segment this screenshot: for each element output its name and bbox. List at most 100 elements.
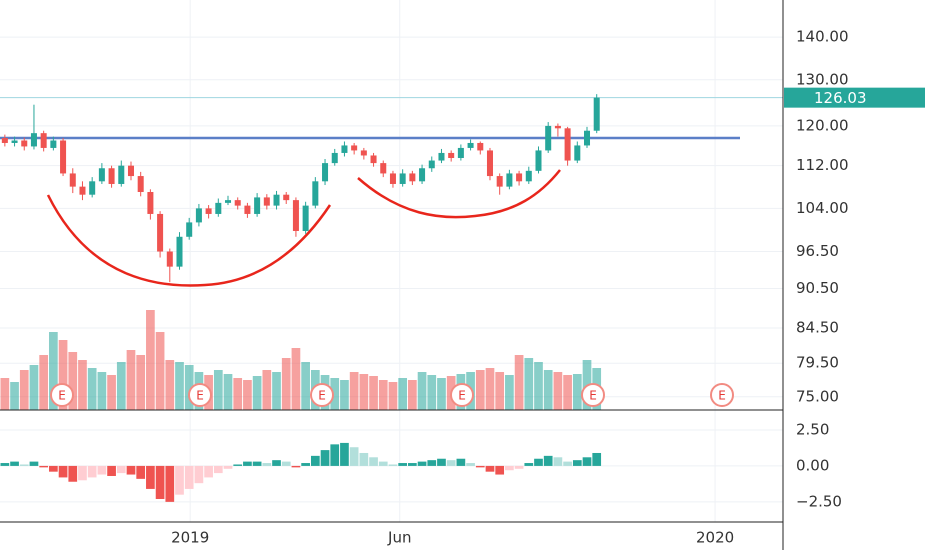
y-tick-label: 112.00 bbox=[796, 156, 849, 174]
candle-body bbox=[574, 145, 581, 161]
volume-bar bbox=[291, 348, 301, 410]
macd-bar bbox=[252, 461, 262, 466]
macd-bar bbox=[466, 463, 475, 466]
macd-bar bbox=[194, 465, 204, 484]
volume-bar bbox=[136, 355, 146, 410]
macd-bar bbox=[505, 465, 514, 471]
candle-body bbox=[399, 173, 406, 184]
volume-bar bbox=[107, 375, 116, 410]
macd-bar bbox=[485, 465, 495, 472]
candle-body bbox=[225, 200, 232, 203]
macd-bar bbox=[582, 457, 592, 466]
candle-body bbox=[409, 173, 416, 182]
axis-labels: 140.00 130.00 120.00 112.00 104.00 96.50 90.50… bbox=[171, 28, 925, 547]
volume-bar bbox=[475, 370, 485, 410]
candle-body bbox=[234, 200, 241, 206]
macd-bar bbox=[369, 457, 378, 466]
volume-bar bbox=[408, 380, 417, 410]
candle-body bbox=[545, 125, 552, 151]
y-tick-label: 84.50 bbox=[796, 319, 839, 337]
candle-body bbox=[302, 205, 309, 231]
candle-body bbox=[283, 194, 290, 201]
candle-body bbox=[137, 176, 144, 192]
macd-bar bbox=[592, 452, 602, 466]
candle-body bbox=[30, 133, 37, 147]
volume-bar bbox=[87, 368, 97, 410]
macd-bar bbox=[126, 465, 136, 475]
volume-bar bbox=[165, 360, 175, 410]
candle-body bbox=[127, 165, 134, 177]
macd-bar bbox=[146, 465, 155, 489]
macd-bar bbox=[437, 458, 446, 466]
candle-body bbox=[98, 168, 105, 182]
macd-bar bbox=[39, 465, 49, 468]
macd-bar bbox=[534, 458, 543, 466]
candle-body bbox=[525, 170, 532, 182]
macd-bar bbox=[243, 461, 252, 466]
volume-bar bbox=[10, 382, 19, 410]
macd-bar bbox=[233, 464, 243, 466]
volume-bar bbox=[340, 380, 349, 410]
macd-bar bbox=[553, 457, 563, 466]
volume-bar bbox=[58, 340, 68, 410]
volume-bar bbox=[369, 376, 378, 410]
candle-body bbox=[69, 173, 76, 187]
volume-bar bbox=[359, 374, 369, 410]
candle-body bbox=[428, 160, 435, 169]
volume-bar bbox=[543, 370, 553, 410]
macd-bar bbox=[572, 460, 582, 466]
macd-bar bbox=[262, 463, 272, 466]
earnings-label: E bbox=[589, 389, 597, 403]
candle-body bbox=[389, 173, 396, 184]
candle-body bbox=[583, 130, 591, 146]
candle-body bbox=[89, 181, 96, 195]
volume-bar bbox=[417, 372, 427, 410]
candle-body bbox=[166, 251, 173, 267]
macd-bar bbox=[408, 463, 417, 466]
volume-bar bbox=[39, 355, 49, 410]
macd-bar bbox=[49, 465, 58, 472]
macd-bar bbox=[359, 452, 369, 466]
macd-bar bbox=[340, 442, 349, 466]
volume-bar bbox=[378, 380, 388, 410]
earnings-marker bbox=[50, 383, 74, 407]
macd-bar bbox=[175, 465, 184, 495]
macd-bar bbox=[543, 455, 553, 466]
candle-body bbox=[322, 163, 329, 182]
cup-curve bbox=[46, 194, 332, 287]
macd-bar bbox=[475, 465, 485, 468]
candle-body bbox=[273, 194, 280, 206]
macd-bar bbox=[29, 461, 39, 466]
volume-bar bbox=[223, 374, 233, 410]
macd-bar bbox=[272, 460, 281, 466]
candle-body bbox=[215, 202, 222, 214]
candle-body bbox=[11, 140, 18, 143]
candle-body bbox=[477, 142, 484, 151]
candle-body bbox=[157, 213, 164, 252]
volume-bar bbox=[563, 375, 572, 410]
macd-bar bbox=[165, 465, 175, 502]
macd-bar bbox=[107, 465, 116, 476]
candle-body bbox=[50, 140, 57, 148]
volume-bar bbox=[330, 378, 340, 410]
x-tick-label: Jun bbox=[387, 529, 411, 547]
candle-body bbox=[176, 236, 183, 267]
volume-bar bbox=[243, 380, 252, 410]
macd-bar bbox=[116, 465, 126, 474]
macd-bar bbox=[417, 461, 427, 466]
volume-bar bbox=[553, 372, 563, 410]
macd-bar bbox=[398, 463, 408, 466]
volume-bar bbox=[126, 350, 136, 410]
earnings-label: E bbox=[196, 389, 204, 403]
x-tick-label: 2020 bbox=[696, 529, 734, 547]
volume-bar bbox=[49, 332, 58, 410]
candle-body bbox=[448, 152, 455, 159]
macd-bar bbox=[495, 465, 505, 475]
macd-bar bbox=[310, 455, 320, 466]
candle-body bbox=[40, 133, 47, 148]
macd-bar bbox=[10, 461, 19, 466]
earnings-label: E bbox=[718, 389, 726, 403]
volume-bar bbox=[572, 374, 582, 410]
candle-body bbox=[108, 168, 115, 184]
earnings-marker bbox=[581, 383, 605, 407]
